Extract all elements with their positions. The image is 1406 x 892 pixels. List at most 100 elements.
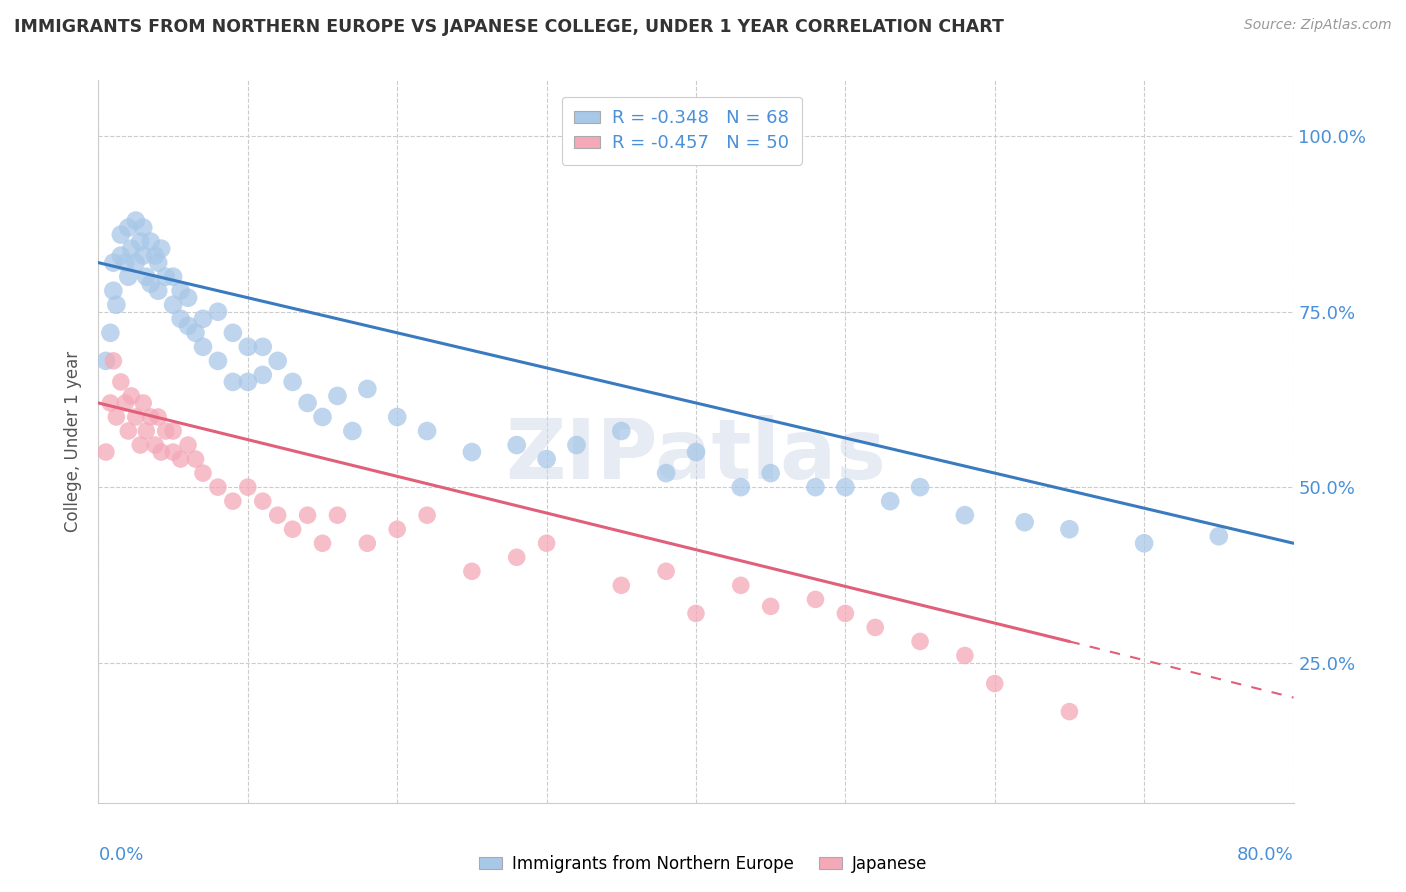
Point xyxy=(236,375,259,389)
Point xyxy=(311,536,333,550)
Point xyxy=(150,242,173,256)
Legend: Immigrants from Northern Europe, Japanese: Immigrants from Northern Europe, Japanes… xyxy=(472,848,934,880)
Point xyxy=(120,389,142,403)
Point xyxy=(110,375,132,389)
Point xyxy=(879,494,901,508)
Point xyxy=(114,255,136,269)
Point xyxy=(536,536,558,550)
Point xyxy=(730,578,752,592)
Point xyxy=(139,409,162,424)
Point xyxy=(143,249,166,263)
Point xyxy=(110,249,132,263)
Point xyxy=(105,409,128,424)
Point xyxy=(110,227,132,242)
Point xyxy=(120,242,142,256)
Point xyxy=(685,607,707,621)
Point xyxy=(252,340,274,354)
Point xyxy=(103,255,125,269)
Point xyxy=(326,508,349,523)
Point xyxy=(1059,705,1081,719)
Point xyxy=(162,298,184,312)
Point xyxy=(326,389,349,403)
Point xyxy=(1133,536,1156,550)
Point xyxy=(685,445,707,459)
Point xyxy=(1059,522,1081,536)
Point xyxy=(132,220,155,235)
Point xyxy=(252,494,274,508)
Point xyxy=(177,438,200,452)
Point xyxy=(222,375,245,389)
Point xyxy=(252,368,274,382)
Point xyxy=(416,508,439,523)
Point xyxy=(150,445,173,459)
Point xyxy=(356,382,378,396)
Point xyxy=(385,522,409,536)
Point xyxy=(506,550,529,565)
Point xyxy=(162,445,184,459)
Point xyxy=(129,235,152,249)
Point xyxy=(117,424,139,438)
Point xyxy=(184,452,207,467)
Point xyxy=(105,298,128,312)
Point xyxy=(129,438,152,452)
Point xyxy=(311,409,333,424)
Point xyxy=(125,213,148,227)
Point xyxy=(297,508,319,523)
Point xyxy=(953,508,976,523)
Y-axis label: College, Under 1 year: College, Under 1 year xyxy=(65,351,83,533)
Point xyxy=(148,284,170,298)
Point xyxy=(177,318,200,333)
Point xyxy=(865,620,887,634)
Point xyxy=(267,354,290,368)
Point xyxy=(114,396,136,410)
Point xyxy=(461,564,484,578)
Point xyxy=(759,599,782,614)
Point xyxy=(125,255,148,269)
Point xyxy=(155,424,177,438)
Point xyxy=(103,284,125,298)
Point xyxy=(148,255,170,269)
Point xyxy=(139,235,162,249)
Point xyxy=(834,607,856,621)
Text: ZIPatlas: ZIPatlas xyxy=(506,416,886,497)
Point xyxy=(804,592,827,607)
Point xyxy=(461,445,484,459)
Point xyxy=(1014,515,1036,529)
Point xyxy=(222,494,245,508)
Point xyxy=(191,311,214,326)
Point xyxy=(98,396,122,410)
Point xyxy=(236,480,259,494)
Point xyxy=(759,466,782,480)
Text: 0.0%: 0.0% xyxy=(98,847,143,864)
Text: Source: ZipAtlas.com: Source: ZipAtlas.com xyxy=(1244,18,1392,32)
Point xyxy=(125,409,148,424)
Point xyxy=(169,311,191,326)
Point xyxy=(132,249,155,263)
Point xyxy=(135,269,157,284)
Point xyxy=(908,634,931,648)
Point xyxy=(117,269,139,284)
Point xyxy=(162,424,184,438)
Point xyxy=(191,340,214,354)
Point xyxy=(610,424,633,438)
Point xyxy=(177,291,200,305)
Text: IMMIGRANTS FROM NORTHERN EUROPE VS JAPANESE COLLEGE, UNDER 1 YEAR CORRELATION CH: IMMIGRANTS FROM NORTHERN EUROPE VS JAPAN… xyxy=(14,18,1004,36)
Point xyxy=(191,466,214,480)
Point xyxy=(94,354,117,368)
Point xyxy=(385,409,409,424)
Point xyxy=(804,480,827,494)
Point xyxy=(184,326,207,340)
Point xyxy=(565,438,588,452)
Point xyxy=(730,480,752,494)
Point xyxy=(908,480,931,494)
Point xyxy=(98,326,122,340)
Point xyxy=(342,424,364,438)
Point xyxy=(117,220,139,235)
Point xyxy=(155,269,177,284)
Point xyxy=(356,536,378,550)
Point xyxy=(94,445,117,459)
Point xyxy=(536,452,558,467)
Point xyxy=(207,354,229,368)
Point xyxy=(655,564,678,578)
Point xyxy=(148,409,170,424)
